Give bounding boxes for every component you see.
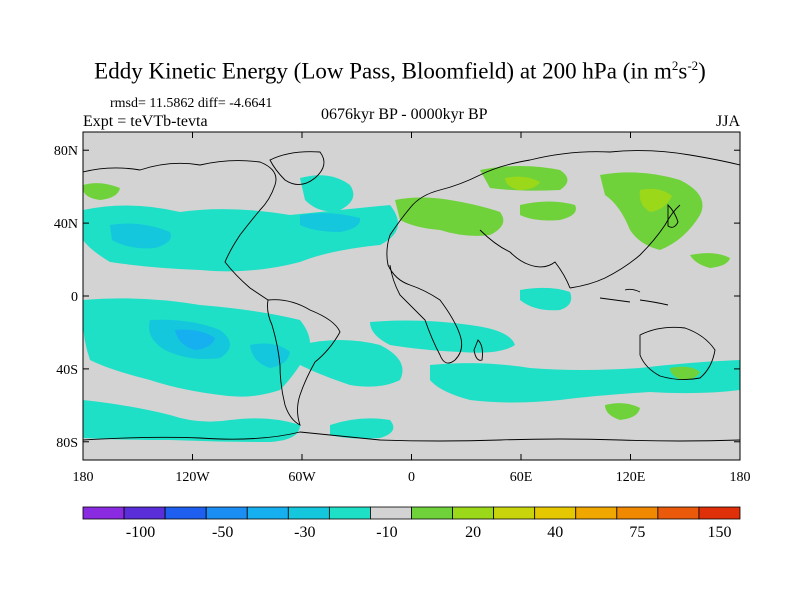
colorbar-swatch	[328, 506, 371, 520]
coastlines	[83, 150, 740, 442]
season-label: JJA	[716, 113, 741, 130]
colorbar-label: -30	[294, 524, 315, 541]
colorbar-swatch	[575, 506, 618, 520]
contour-green-s-indian	[605, 403, 640, 420]
colorbar-label: -10	[376, 524, 397, 541]
colorbar-swatch	[452, 506, 495, 520]
coast-greenland	[269, 151, 325, 185]
colorbar-swatch	[246, 506, 289, 520]
lon-label: 60E	[510, 470, 533, 485]
lat-label: 0	[71, 290, 78, 305]
contour-teal-n-pacific	[110, 223, 171, 249]
contour-light-teal-s-indian	[430, 360, 740, 403]
colorbar-label: 75	[629, 524, 645, 541]
period-label: 0676kyr BP - 0000kyr BP	[321, 106, 488, 123]
contour-yellowgreen-e-asia	[639, 188, 672, 212]
contour-fields	[83, 150, 740, 442]
colorbar-swatch	[616, 506, 659, 520]
colorbar-swatch	[287, 506, 330, 520]
colorbar: -100 -50 -30 -10 20 40 75 150	[82, 506, 741, 541]
contour-green-mediterranean	[395, 197, 504, 236]
lon-label: 0	[408, 470, 415, 485]
coast-antarctica	[83, 431, 740, 442]
contour-green-w-pacific	[690, 253, 730, 268]
colorbar-label: -100	[126, 524, 155, 541]
lon-label: 180	[73, 470, 94, 485]
contour-light-teal-atlantic	[300, 175, 354, 212]
contour-green-central-asia	[520, 201, 576, 221]
lon-label: 120W	[175, 470, 210, 485]
colorbar-label: 150	[707, 524, 731, 541]
lat-label: 40N	[54, 217, 78, 232]
contour-green-n-america	[83, 183, 120, 200]
contour-light-teal-antarctic-b	[330, 418, 394, 439]
contour-light-teal-indian	[370, 320, 515, 353]
lat-label: 80S	[56, 436, 78, 451]
lon-label: 180	[730, 470, 751, 485]
colorbar-swatch	[493, 506, 536, 520]
contour-light-teal-c-pacific	[520, 287, 572, 311]
colorbar-label: -50	[212, 524, 233, 541]
contour-light-teal-antarctic	[83, 400, 300, 442]
coast-asia	[529, 150, 740, 289]
colorbar-swatch	[370, 506, 412, 520]
lat-label: 40S	[56, 363, 78, 378]
experiment-label: Expt = teVTb-tevta	[83, 113, 208, 130]
colorbar-swatch	[411, 506, 453, 520]
coast-europe-africa	[386, 159, 531, 364]
contour-green-australia	[670, 366, 700, 380]
coast-madagascar	[473, 339, 483, 361]
coast-arabia-india	[479, 229, 571, 289]
lat-label: 80N	[54, 144, 78, 159]
coast-north-america	[83, 160, 277, 301]
map-title: Eddy Kinetic Energy (Low Pass, Bloomfiel…	[94, 58, 706, 84]
colorbar-swatch	[205, 506, 248, 520]
colorbar-swatch	[82, 506, 125, 520]
colorbar-swatch	[164, 506, 207, 520]
colorbar-swatch	[657, 506, 700, 520]
coast-japan	[667, 203, 679, 228]
colorbar-swatch	[123, 506, 166, 520]
coast-south-america	[267, 299, 341, 426]
rmsd-diff-stats: rmsd= 11.5862 diff= -4.6641	[110, 96, 273, 111]
axis-layer: 80N 40N 0 40S 80S 180 120W 60W 0 60E 120E 180	[54, 132, 751, 485]
lon-label: 120E	[616, 470, 646, 485]
colorbar-label: 40	[547, 524, 563, 541]
coast-indonesia	[599, 288, 669, 306]
colorbar-swatch	[534, 506, 577, 520]
contour-blue-s-pacific	[175, 329, 215, 350]
lon-label: 60W	[288, 470, 316, 485]
contour-yellowgreen-eurasia	[505, 176, 540, 190]
colorbar-label: 20	[465, 524, 481, 541]
colorbar-swatch	[698, 506, 741, 520]
coast-australia	[639, 326, 716, 381]
contour-teal-n-atlantic	[300, 213, 361, 232]
